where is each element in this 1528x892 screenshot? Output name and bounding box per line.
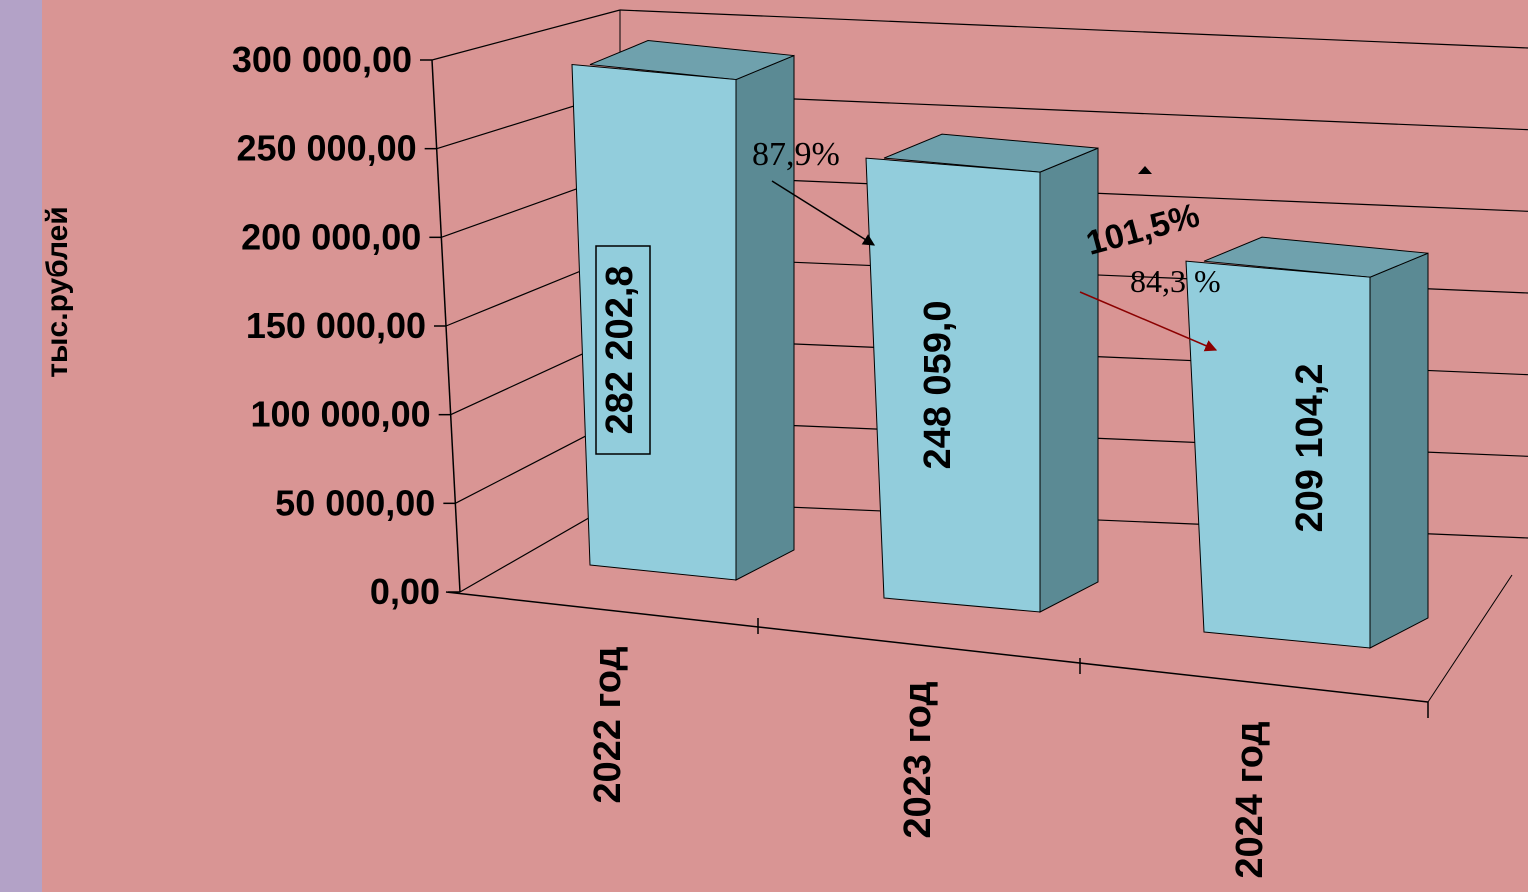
- y-tick-label: 300 000,00: [232, 39, 412, 80]
- bar: [865, 157, 1041, 613]
- bar-top: [1203, 236, 1429, 278]
- y-axis-line: [431, 59, 461, 593]
- bar-side: [735, 54, 795, 581]
- bars: [571, 40, 1429, 649]
- bar-top: [589, 40, 795, 81]
- y-axis-label: тыс.рублей: [41, 206, 74, 378]
- x-tick-label: 2023 год: [897, 681, 939, 838]
- left-sidebar-strip: [0, 0, 42, 892]
- bar: [1185, 260, 1371, 649]
- bar: [571, 64, 737, 581]
- y-tick-label: 0,00: [370, 571, 440, 612]
- axes: [420, 59, 1513, 718]
- data-label: 209 104,2: [1289, 363, 1331, 532]
- annotation-extra: 101,5%: [1082, 196, 1203, 263]
- gridline-back: [619, 9, 1528, 49]
- data-label: 282 202,8: [599, 265, 641, 434]
- x-tick-label: 2022 год: [587, 646, 629, 803]
- annotation-change-2024: 84,3 %: [1130, 263, 1221, 299]
- gridline-side: [431, 9, 621, 61]
- data-label-box: [595, 245, 651, 455]
- labels: 0,00 50 000,00 100 000,00 150 000,00 200 000…: [232, 39, 1331, 879]
- annotation-arrow-2024: [1079, 291, 1218, 352]
- y-tick-label: 50 000,00: [275, 482, 435, 523]
- x-tick-label: 2024 год: [1229, 721, 1271, 878]
- bar-side: [1369, 252, 1429, 649]
- y-tick-label: 150 000,00: [246, 305, 426, 346]
- y-tick-label: 100 000,00: [250, 394, 430, 435]
- annotation-arrow-2023: [771, 180, 876, 246]
- bar-side: [1039, 147, 1099, 613]
- floor-right-edge: [1427, 574, 1513, 703]
- annotation-triangle-marker: [1138, 166, 1152, 174]
- y-tick-label: 250 000,00: [236, 128, 416, 169]
- data-label: 248 059,0: [917, 300, 959, 469]
- annotation-change-2023: 87,9%: [752, 136, 840, 173]
- y-tick-label: 200 000,00: [241, 216, 421, 257]
- x-axis-line: [445, 591, 1429, 703]
